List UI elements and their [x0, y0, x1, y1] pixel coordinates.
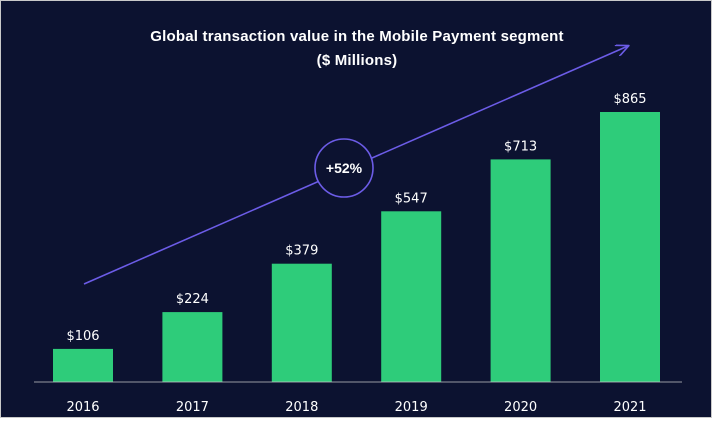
growth-badge-circle — [314, 138, 374, 198]
bar-value-label-2017: $224 — [176, 292, 209, 307]
x-axis-ticks: 2016 2017 2018 2019 2020 2021 — [66, 400, 646, 415]
bar-chart: $106$224$379$547$713$865 2016 2017 2018 201… — [34, 0, 682, 415]
bar-value-label-2020: $713 — [504, 139, 537, 154]
bar-value-label-2019: $547 — [395, 191, 428, 206]
chart-title: Global transaction value in the Mobile P… — [150, 28, 564, 45]
chart-frame: Global transaction value in the Mobile P… — [0, 0, 712, 418]
bar-value-label-2016: $106 — [66, 329, 99, 344]
bar-2017 — [162, 312, 223, 382]
bar-value-label-2018: $379 — [285, 244, 318, 259]
bar-2016 — [53, 348, 113, 382]
bars-group: $106 $224 $379 $547 $713 $865 — [53, 92, 660, 382]
chart-subtitle: ($ Millions) — [316, 52, 398, 69]
bar-2020 — [490, 159, 551, 382]
x-tick-label-2021: 2021 — [613, 400, 646, 415]
growth-badge-label: +52% — [326, 160, 363, 176]
x-tick-label-2019: 2019 — [395, 400, 428, 415]
growth-badge: +52% — [314, 138, 374, 198]
bar-2018 — [271, 263, 332, 382]
bar-2019 — [381, 211, 442, 382]
x-tick-label-2018: 2018 — [285, 400, 318, 415]
x-tick-label-2017: 2017 — [176, 400, 209, 415]
x-tick-label-2016: 2016 — [66, 400, 99, 415]
bar-2021 — [600, 112, 660, 382]
bar-value-label-2021: $865 — [613, 92, 646, 107]
x-tick-label-2020: 2020 — [504, 400, 537, 415]
